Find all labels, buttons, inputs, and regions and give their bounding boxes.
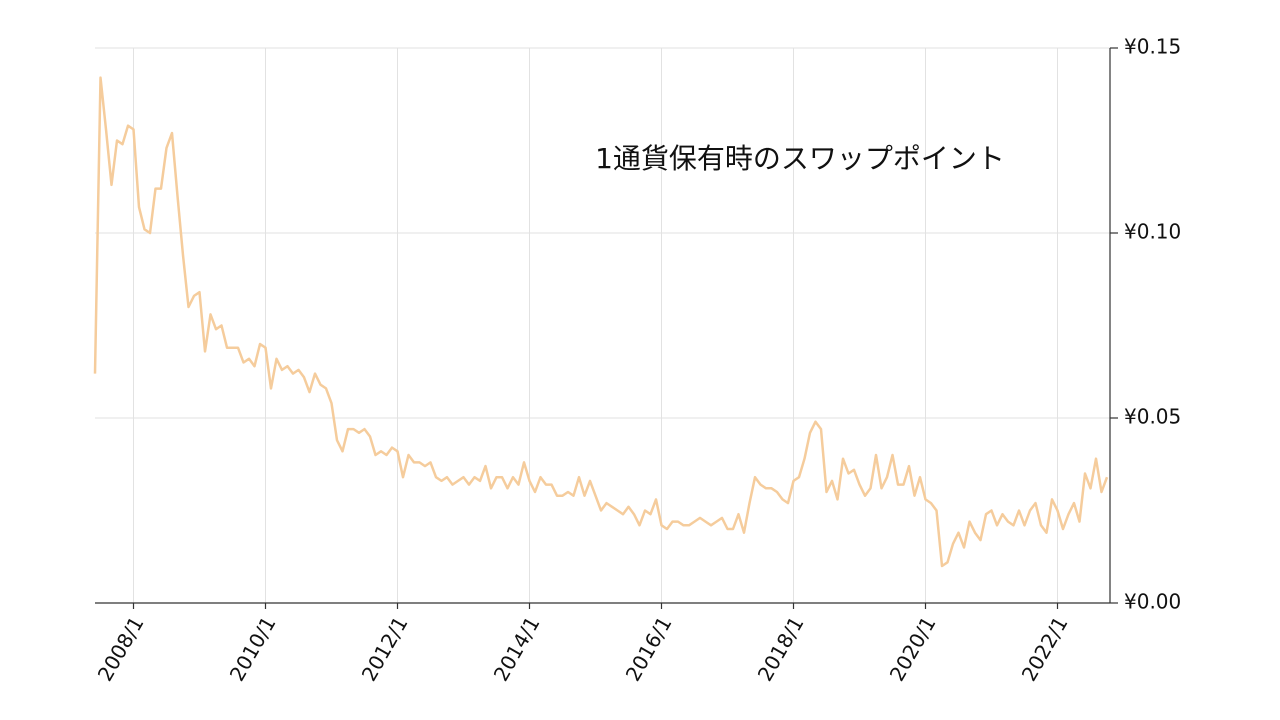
x-tick-label: 2020/1 [885,612,941,685]
x-tick-label: 2012/1 [357,612,413,685]
grid [95,47,1110,604]
line [93,76,1109,568]
x-tick-label: 2022/1 [1017,612,1073,685]
y-tick-label: ¥0.10 [1124,220,1181,244]
x-tick-label: 2016/1 [621,612,677,685]
x-tick-label: 2014/1 [489,612,545,685]
y-tick-label: ¥0.00 [1124,590,1181,614]
x-tick-label: 2010/1 [225,612,281,685]
x-tick-label: 2008/1 [93,612,149,685]
chart-title: 1通貨保有時のスワップポイント [595,142,1005,175]
y-tick-label: ¥0.05 [1124,405,1181,429]
x-tick-label: 2018/1 [753,612,809,685]
y-tick-label: ¥0.15 [1124,35,1181,59]
